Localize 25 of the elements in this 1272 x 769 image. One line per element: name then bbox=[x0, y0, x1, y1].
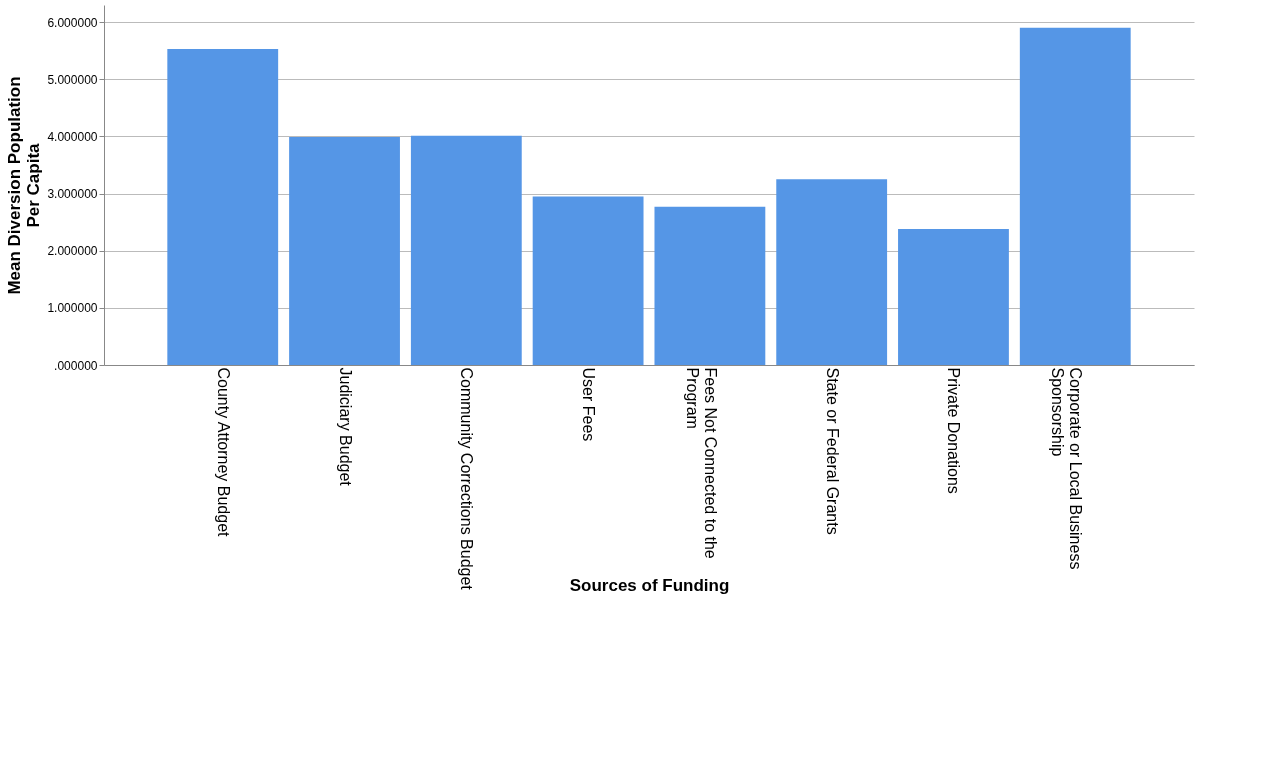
y-axis-title: Mean Diversion Population Per Capita bbox=[5, 76, 44, 295]
bar bbox=[410, 135, 522, 365]
x-tick-label: Corporate or Local Business Sponsorship bbox=[1049, 367, 1085, 570]
x-tick-label: Community Corrections Budget bbox=[458, 367, 476, 591]
y-tick-label: 4.000000 bbox=[47, 129, 98, 144]
x-tick-label: Judiciary Budget bbox=[336, 367, 354, 487]
x-tick-label: County Attorney Budget bbox=[214, 367, 232, 538]
y-tick-label: 1.000000 bbox=[47, 301, 98, 316]
x-tick-label: Fees Not Connected to the Program bbox=[683, 367, 719, 559]
y-tick-label: .000000 bbox=[54, 358, 98, 373]
bar bbox=[1019, 27, 1131, 365]
bar bbox=[776, 179, 888, 365]
y-tick-label: 2.000000 bbox=[47, 244, 98, 259]
y-tick-label: 3.000000 bbox=[47, 187, 98, 202]
bar bbox=[289, 137, 400, 365]
x-tick-label: User Fees bbox=[580, 367, 598, 442]
y-tick-label: 6.000000 bbox=[47, 15, 98, 30]
y-tick-label: 5.000000 bbox=[47, 72, 98, 87]
x-axis-title: Sources of Funding bbox=[569, 575, 730, 595]
bar bbox=[654, 206, 766, 365]
bar bbox=[532, 196, 644, 365]
bar bbox=[167, 49, 279, 365]
x-tick-label: State or Federal Grants bbox=[823, 367, 841, 535]
bar bbox=[898, 229, 1009, 365]
x-tick-label: Private Donations bbox=[945, 367, 963, 494]
